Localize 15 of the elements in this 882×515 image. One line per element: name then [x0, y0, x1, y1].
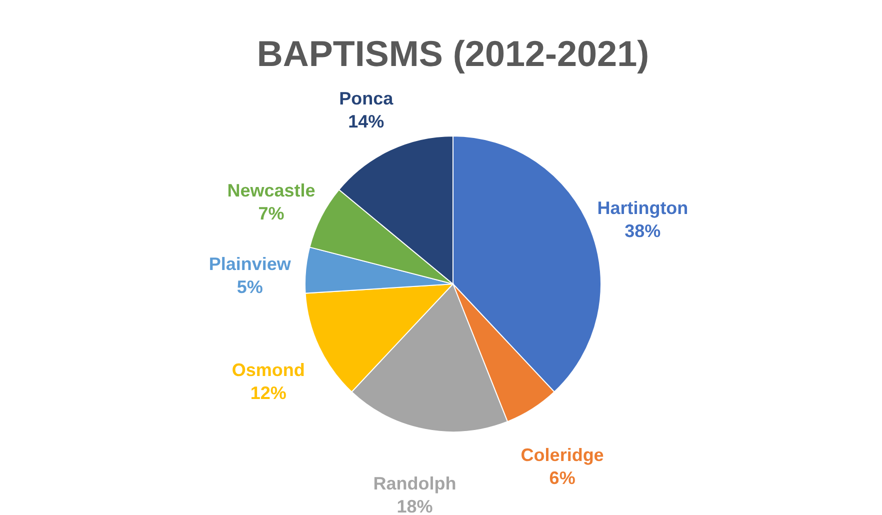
data-label: 14%: [348, 111, 384, 132]
slice-label: Osmond: [232, 360, 305, 380]
data-label: 12%: [250, 382, 286, 403]
data-label: 5%: [236, 276, 263, 297]
slice-label: Coleridge: [520, 445, 604, 466]
slice-label: Ponca: [339, 88, 394, 108]
slice-label: Hartington: [597, 198, 688, 218]
slice-label: Plainview: [208, 254, 292, 274]
data-label: 18%: [396, 496, 433, 515]
data-label: 6%: [549, 468, 576, 488]
chart-title: BAPTISMS (2012-2021): [256, 33, 650, 74]
slice-label: Newcastle: [227, 180, 316, 200]
slice-label: Randolph: [373, 473, 456, 494]
data-label: 7%: [258, 203, 284, 224]
data-label: 38%: [624, 220, 661, 241]
